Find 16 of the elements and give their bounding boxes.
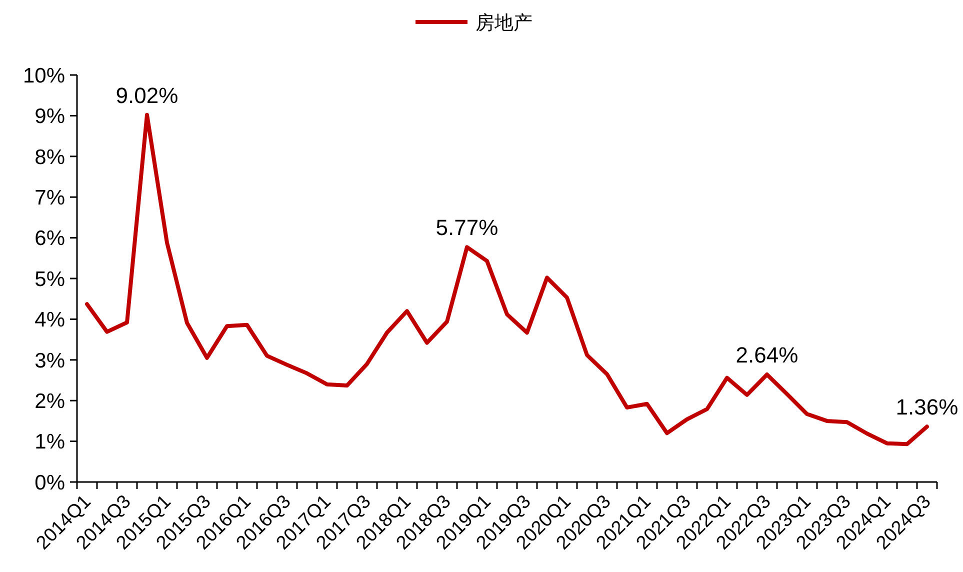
y-tick-label: 2% bbox=[34, 390, 65, 413]
y-tick-label: 0% bbox=[34, 471, 65, 494]
data-label: 5.77% bbox=[436, 215, 498, 240]
y-tick-label: 9% bbox=[34, 105, 65, 128]
data-label: 1.36% bbox=[896, 394, 958, 420]
y-tick-label: 10% bbox=[22, 64, 65, 88]
y-tick-label: 1% bbox=[34, 430, 65, 454]
y-tick-label: 7% bbox=[34, 186, 65, 210]
legend-label: 房地产 bbox=[476, 12, 532, 34]
y-tick-label: 8% bbox=[34, 146, 65, 169]
data-label: 2.64% bbox=[736, 342, 798, 368]
data-label: 9.02% bbox=[116, 82, 178, 108]
y-tick-label: 6% bbox=[34, 227, 65, 250]
y-tick-label: 3% bbox=[34, 349, 65, 372]
y-tick-label: 4% bbox=[34, 308, 65, 332]
y-tick-label: 5% bbox=[34, 268, 65, 291]
